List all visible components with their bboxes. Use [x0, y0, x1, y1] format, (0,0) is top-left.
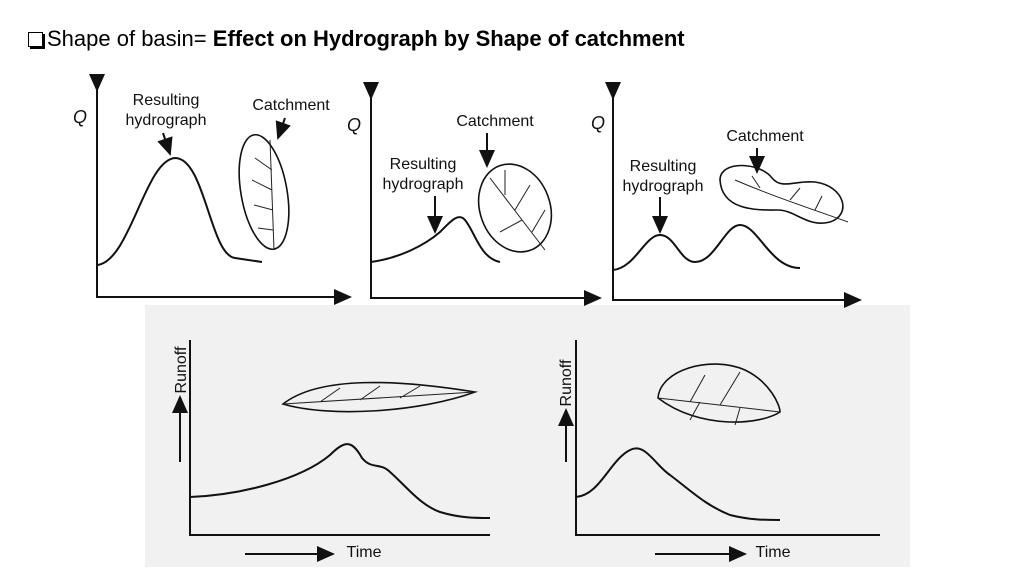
- x-axis-label: Time: [347, 544, 382, 561]
- hydrograph: [575, 447, 781, 521]
- panel-2: Q Resulting hydrograph Catchment: [347, 82, 602, 306]
- axes: [189, 340, 490, 536]
- axes: [575, 340, 880, 536]
- arrow: [157, 132, 173, 156]
- drainage: [734, 175, 849, 223]
- hydrograph-label: hydrograph: [126, 112, 207, 129]
- axes: [89, 74, 352, 305]
- header-title: Effect on Hydrograph by Shape of catchme…: [212, 26, 685, 51]
- hydrograph: [96, 156, 263, 266]
- panel-5: Runoff Time: [558, 340, 880, 562]
- y-axis-label: Runoff: [558, 359, 575, 406]
- axes: [605, 82, 862, 308]
- catchment-label: Catchment: [456, 113, 534, 130]
- y-axis-label: Runoff: [173, 346, 190, 393]
- drainage: [251, 139, 275, 251]
- x-axis-label: Time: [756, 544, 791, 561]
- header: Shape of basin= Effect on Hydrograph by …: [28, 26, 685, 52]
- catchment-label: Catchment: [726, 128, 804, 145]
- scan-background: [145, 305, 910, 567]
- hydrograph: [370, 216, 501, 263]
- catchment-shape: [238, 133, 290, 251]
- catchment-label: Catchment: [252, 97, 330, 114]
- catchment-shape: [719, 164, 844, 225]
- hydrograph-label: Resulting: [390, 156, 457, 173]
- drainage: [489, 170, 546, 251]
- y-axis-label: Q: [73, 107, 87, 127]
- panel-1: Q Resulting hydrograph Catchment: [73, 74, 352, 305]
- arrow: [275, 117, 291, 140]
- drainage: [657, 371, 781, 426]
- header-prefix: Shape of basin=: [47, 26, 207, 51]
- hydrograph-label: Resulting: [133, 92, 200, 109]
- hydrograph-label: hydrograph: [623, 178, 704, 195]
- catchment-shape: [657, 363, 781, 423]
- panel-3: Q Resulting hydrograph Catchment: [591, 82, 862, 308]
- y-axis-label: Q: [347, 115, 361, 135]
- y-axis-label: Q: [591, 113, 605, 133]
- hydrograph: [612, 223, 801, 271]
- hydrograph-label: Resulting: [630, 158, 697, 175]
- hydrograph-label: hydrograph: [383, 176, 464, 193]
- drainage: [282, 385, 476, 405]
- bullet: [28, 32, 43, 47]
- hydrograph: [189, 443, 491, 519]
- axes: [363, 82, 602, 306]
- catchment-shape: [477, 163, 553, 253]
- panel-4: Runoff Time: [172, 340, 491, 562]
